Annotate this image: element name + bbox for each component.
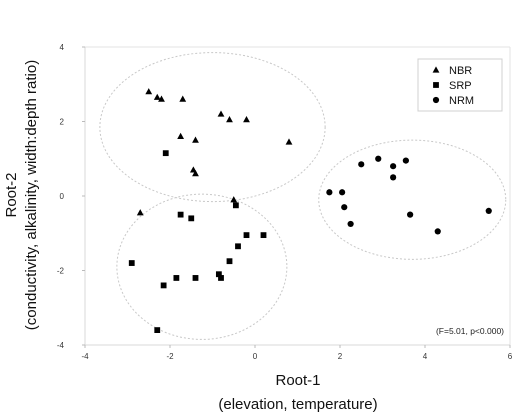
legend-label-srp: SRP: [449, 80, 472, 92]
f-statistic-annotation: (F=5.01, p<0.000): [436, 326, 504, 336]
srp-legend-marker: [433, 82, 439, 88]
legend-label-nbr: NBR: [449, 65, 472, 77]
nrm-point: [375, 155, 382, 162]
nrm-point: [485, 207, 492, 214]
srp-point: [177, 211, 184, 218]
srp-point: [128, 260, 135, 266]
x-tick-label: -4: [81, 352, 89, 361]
nrm-point: [407, 211, 414, 218]
legend-label-nrm: NRM: [449, 95, 474, 107]
x-tick-label: -2: [166, 352, 174, 361]
srp-point: [226, 258, 233, 265]
srp-point: [232, 202, 239, 209]
nrm-point: [434, 228, 441, 235]
nbr-group-ellipse: [99, 52, 326, 203]
nrm-point: [326, 189, 333, 196]
x-tick-labels: -4 -2 0 2 4 6: [81, 345, 513, 361]
x-axis-title: Root-1: [275, 372, 320, 389]
nrm-point: [341, 204, 348, 211]
x-tick-label: 0: [253, 352, 258, 361]
x-tick-label: 2: [338, 352, 343, 361]
nbr-point: [217, 110, 225, 117]
nrm-point: [347, 220, 354, 228]
legend: NBR SRP NRM: [417, 58, 503, 112]
x-tick-label: 6: [508, 352, 513, 361]
srp-point: [154, 327, 161, 333]
srp-point: [218, 275, 224, 281]
srp-point: [160, 282, 167, 289]
nrm-point: [339, 189, 346, 196]
srp-point: [243, 232, 250, 239]
y-tick-label: -2: [57, 267, 65, 276]
nrm-group-ellipse: [318, 139, 507, 260]
nbr-point: [243, 116, 250, 123]
srp-point: [162, 150, 169, 157]
y-tick-label: 2: [60, 118, 65, 127]
srp-point: [192, 275, 199, 281]
nbr-point: [153, 93, 161, 100]
y-axis-subtitle: (conductivity, alkalinity, width:depth r…: [23, 60, 40, 330]
nrm-point: [390, 174, 397, 181]
data-points: [128, 88, 492, 333]
srp-point: [173, 275, 180, 281]
nbr-legend-marker: [432, 66, 440, 73]
nbr-point: [177, 132, 185, 139]
nbr-point: [226, 116, 233, 123]
nbr-point: [230, 196, 238, 203]
nbr-point: [145, 88, 153, 95]
nrm-point: [402, 157, 409, 164]
x-axis-subtitle: (elevation, temperature): [218, 396, 377, 413]
legend-box: [417, 58, 503, 112]
srp-group-ellipse: [116, 193, 288, 340]
nbr-point: [179, 95, 187, 102]
y-tick-labels: -4 -2 0 2 4: [57, 43, 85, 350]
nbr-point: [285, 138, 293, 145]
srp-point: [260, 232, 267, 239]
nrm-legend-marker: [432, 96, 440, 104]
nbr-point: [136, 209, 144, 216]
nrm-point: [358, 161, 365, 168]
srp-point: [235, 243, 241, 250]
y-axis-title: Root-2: [3, 172, 20, 217]
y-tick-label: 0: [60, 192, 65, 201]
nbr-point: [158, 95, 165, 102]
y-tick-label: -4: [57, 341, 65, 350]
nbr-point: [192, 136, 199, 143]
nrm-point: [390, 163, 397, 170]
srp-point: [215, 271, 222, 278]
nbr-point: [192, 170, 199, 177]
y-tick-label: 4: [60, 43, 65, 52]
srp-point: [188, 215, 195, 222]
x-tick-label: 4: [423, 352, 428, 361]
